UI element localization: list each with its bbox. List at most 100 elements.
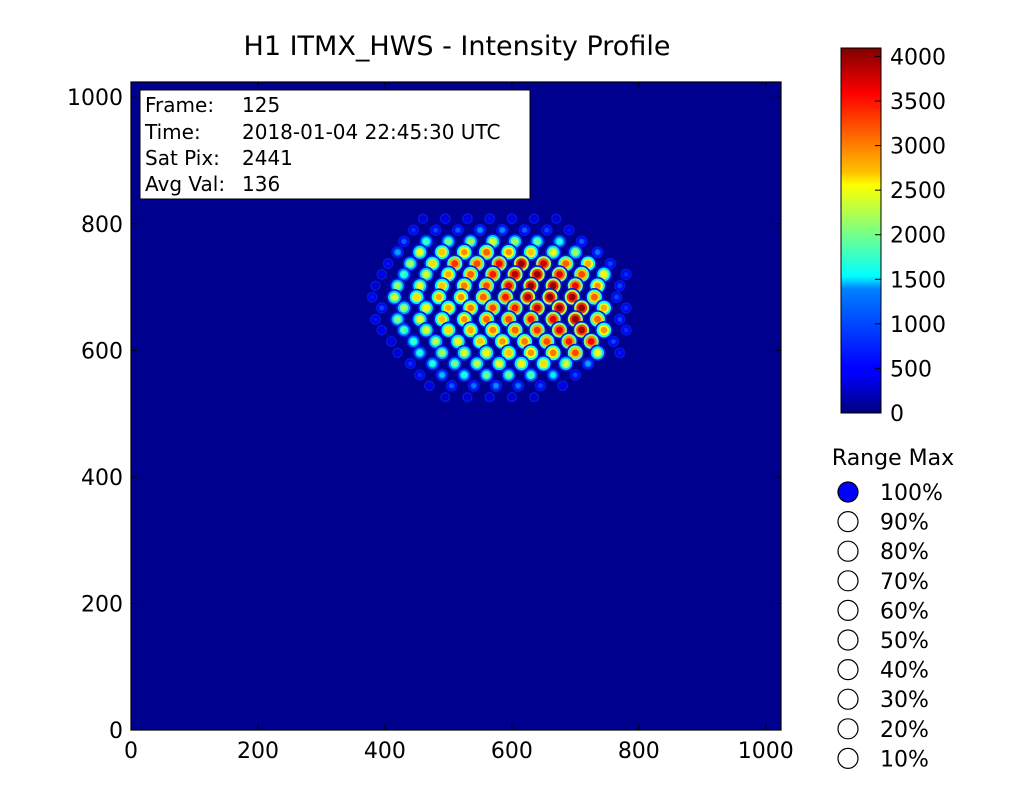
spot-core <box>432 338 439 345</box>
range-max-option-80pct[interactable]: 80% <box>837 540 929 565</box>
radio-empty-icon[interactable] <box>837 718 859 740</box>
colorbar-tick-label: 2500 <box>890 179 946 204</box>
spot-core <box>578 271 586 278</box>
range-max-radio-group: Range Max 100% 90% 80% 70% 60% 50% 40% 30% 20% 10… <box>832 446 954 772</box>
spot-core <box>476 338 484 345</box>
colorbar-tick-label: 2000 <box>890 224 946 249</box>
range-max-option-30pct[interactable]: 30% <box>837 688 929 713</box>
chart-title: H1 ITMX_HWS - Intensity Profile <box>244 31 671 62</box>
colorbar-tick-label: 3000 <box>890 135 946 160</box>
range-max-option-90pct[interactable]: 90% <box>837 510 929 536</box>
spot-core <box>522 228 527 233</box>
range-max-option-40pct[interactable]: 40% <box>837 658 929 684</box>
colorbar: 0 500 1000 1500 2000 2500 3000 3500 4000 <box>840 45 946 427</box>
spot-core <box>395 351 400 355</box>
colorbar-tick-label: 1500 <box>890 268 946 293</box>
spot-core <box>473 260 481 267</box>
spot-core <box>421 217 425 221</box>
radio-empty-icon[interactable] <box>837 599 859 622</box>
spot-core <box>465 395 470 399</box>
radio-empty-icon[interactable] <box>837 570 859 592</box>
x-tick-label: 200 <box>237 739 279 764</box>
spot-core <box>556 304 563 312</box>
radio-empty-icon[interactable] <box>837 658 859 681</box>
spot-core <box>423 238 429 244</box>
spot-core <box>407 260 414 267</box>
spot-core <box>451 260 459 267</box>
spot-core <box>540 260 547 267</box>
spot-core <box>402 239 406 244</box>
range-max-option-label: 80% <box>880 540 929 565</box>
spot-core <box>379 306 384 310</box>
spot-core <box>438 282 446 289</box>
spot-core <box>546 293 554 301</box>
spot-core <box>579 239 584 244</box>
spot-core <box>591 293 598 301</box>
spot-core <box>438 249 446 256</box>
spot-core <box>445 238 452 245</box>
y-tick-label: 600 <box>81 339 123 364</box>
spot-core <box>487 216 492 221</box>
radio-empty-icon[interactable] <box>837 747 859 770</box>
spot-core <box>540 360 547 367</box>
spot-core <box>557 239 562 244</box>
radio-empty-icon[interactable] <box>837 629 859 651</box>
spot-core <box>511 304 519 312</box>
radio-empty-icon[interactable] <box>837 688 859 710</box>
spot-core <box>611 339 616 344</box>
spot-core <box>568 293 576 301</box>
range-max-option-50pct[interactable]: 50% <box>837 629 929 654</box>
spot-core <box>500 228 505 233</box>
radio-selected-icon[interactable] <box>837 481 859 503</box>
spot-core <box>505 349 512 356</box>
spot-core <box>585 361 591 366</box>
x-tick-label: 800 <box>618 739 660 764</box>
spot-core <box>452 360 458 367</box>
info-box: Frame: 125 Time: 2018-01-04 22:45:30 UTC… <box>139 89 531 200</box>
spot-core <box>418 373 422 377</box>
range-max-option-70pct[interactable]: 70% <box>837 570 929 595</box>
spot-core <box>479 293 487 301</box>
spot-core <box>489 326 497 334</box>
spot-core <box>587 338 595 345</box>
spot-core <box>423 304 430 311</box>
spot-core <box>460 248 468 256</box>
spot-core <box>443 395 447 399</box>
range-max-option-10pct[interactable]: 10% <box>837 747 929 772</box>
spot-core <box>467 304 474 312</box>
spot-core <box>534 238 540 245</box>
range-max-option-100pct[interactable]: 100% <box>837 481 943 506</box>
range-max-title: Range Max <box>832 446 954 471</box>
spot-core <box>516 383 521 388</box>
spot-core <box>416 282 423 289</box>
spot-core <box>538 383 543 388</box>
x-axis-ticks: 0 200 400 600 800 1000 <box>124 82 794 764</box>
spot-core <box>461 372 467 378</box>
spot-core <box>511 326 519 334</box>
spot-core <box>565 338 573 345</box>
spot-core <box>578 326 586 334</box>
spot-core <box>510 217 514 221</box>
spot-core <box>550 249 557 256</box>
spot-core <box>443 217 447 221</box>
time-value: 2018-01-04 22:45:30 UTC <box>242 120 500 144</box>
spot-core <box>478 228 483 233</box>
spot-core <box>527 282 535 290</box>
radio-empty-icon[interactable] <box>837 510 859 533</box>
satpix-label: Sat Pix: <box>145 146 220 170</box>
spot-core <box>401 305 407 311</box>
spot-core <box>455 228 460 233</box>
range-max-option-20pct[interactable]: 20% <box>837 718 929 743</box>
spot-core <box>614 295 619 300</box>
spot-core <box>483 349 490 356</box>
radio-empty-icon[interactable] <box>837 540 859 562</box>
spot-core <box>560 384 565 388</box>
spot-core <box>401 327 407 333</box>
spot-core <box>435 293 443 301</box>
spot-core <box>505 248 512 256</box>
spot-core <box>460 316 468 323</box>
spot-core <box>439 372 445 378</box>
range-max-option-60pct[interactable]: 60% <box>837 599 929 624</box>
spot-core <box>454 338 461 345</box>
